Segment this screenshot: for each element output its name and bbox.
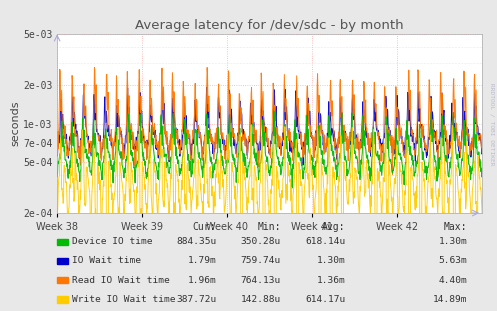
- Text: Max:: Max:: [444, 222, 467, 232]
- Text: 1.36m: 1.36m: [317, 276, 345, 285]
- Text: 759.74u: 759.74u: [241, 257, 281, 265]
- Text: 614.17u: 614.17u: [305, 295, 345, 304]
- Text: Read IO Wait time: Read IO Wait time: [72, 276, 170, 285]
- Text: Cur:: Cur:: [193, 222, 216, 232]
- Text: 387.72u: 387.72u: [176, 295, 216, 304]
- Text: RRDTOOL / TOBI OETIKER: RRDTOOL / TOBI OETIKER: [490, 83, 495, 166]
- Text: Avg:: Avg:: [322, 222, 345, 232]
- Text: Min:: Min:: [257, 222, 281, 232]
- Text: IO Wait time: IO Wait time: [72, 257, 141, 265]
- Y-axis label: seconds: seconds: [10, 101, 20, 146]
- Text: 5.63m: 5.63m: [438, 257, 467, 265]
- Text: Device IO time: Device IO time: [72, 237, 153, 246]
- Text: 1.79m: 1.79m: [187, 257, 216, 265]
- Text: 1.96m: 1.96m: [187, 276, 216, 285]
- Text: 1.30m: 1.30m: [317, 257, 345, 265]
- Text: Write IO Wait time: Write IO Wait time: [72, 295, 175, 304]
- Text: 884.35u: 884.35u: [176, 237, 216, 246]
- Text: 14.89m: 14.89m: [433, 295, 467, 304]
- Text: 764.13u: 764.13u: [241, 276, 281, 285]
- Text: 142.88u: 142.88u: [241, 295, 281, 304]
- Text: 1.30m: 1.30m: [438, 237, 467, 246]
- Text: 618.14u: 618.14u: [305, 237, 345, 246]
- Text: 4.40m: 4.40m: [438, 276, 467, 285]
- Text: 350.28u: 350.28u: [241, 237, 281, 246]
- Title: Average latency for /dev/sdc - by month: Average latency for /dev/sdc - by month: [135, 19, 404, 32]
